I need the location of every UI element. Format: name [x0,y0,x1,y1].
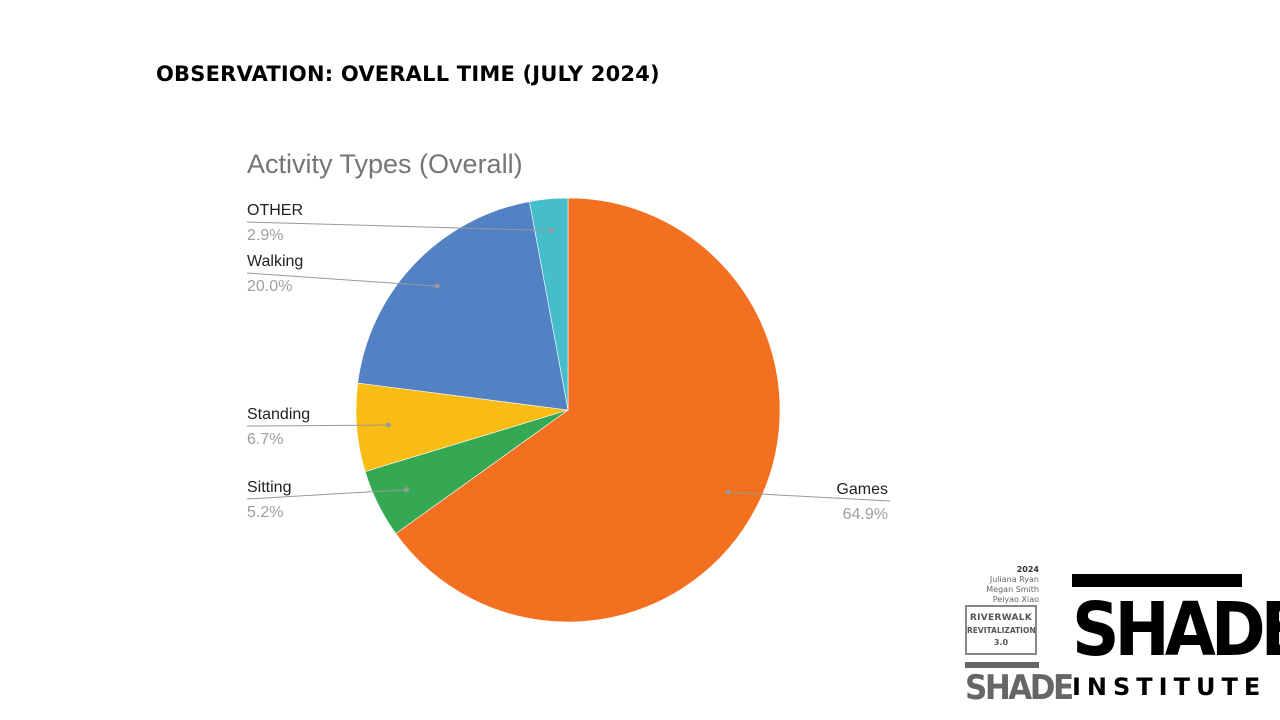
credit-name: Juliana Ryan [989,575,1039,584]
slice-percent-other: 2.9% [247,227,283,244]
credit-year: 2024 [1016,565,1039,574]
leader-dot-walking [434,283,440,289]
pie-slices [355,197,781,623]
big-logo-bar [1072,574,1242,587]
leader-line-walking [246,272,438,287]
leader-line-games [728,491,891,502]
slice-label-walking: Walking [247,253,303,270]
project-badge-line1: RIVERWALK [969,613,1033,623]
slice-percent-standing: 6.7% [247,431,283,448]
big-logo-word: SHADE [1072,586,1280,673]
pie-slice-games [395,197,781,623]
project-badge: RIVERWALK REVITALIZATION 3.0 [965,605,1037,655]
small-logo-bar [965,662,1039,668]
slice-label-other: OTHER [247,202,303,219]
leader-line-standing [246,424,389,427]
slice-percent-sitting: 5.2% [247,504,283,521]
slice-percent-games: 64.9% [843,506,888,523]
slice-percent-walking: 20.0% [247,278,292,295]
leader-dot-sitting [403,487,409,493]
pie-labels: Games 64.9% Sitting 5.2% Standing 6.7% Walking… [247,202,888,523]
chart-title: Activity Types (Overall) [247,149,523,179]
slide-title-lead: OBSERVATION: [156,62,334,86]
shade-small-logo: SHADE [965,662,1074,708]
pie-slice-other [529,197,569,411]
slide-title: OBSERVATION: OVERALL TIME (JULY 2024) [156,62,660,86]
project-badge-line2: REVITALIZATION [967,626,1036,635]
slide-title-rest: OVERALL TIME (JULY 2024) [340,62,660,86]
leader-dot-other [549,228,555,234]
project-badge-line3: 3.0 [993,638,1009,647]
slice-label-games: Games [836,481,888,498]
slice-label-standing: Standing [247,406,310,423]
leader-dot-games [725,489,731,495]
shade-institute-logo: SHADE INSTITUTE [1072,574,1280,701]
leader-line-sitting [246,489,407,500]
pie-slice-walking [357,201,569,411]
credit-names: Juliana Ryan Megan Smith Peiyao Xiao [986,575,1039,605]
pie-leader-lines [246,221,891,502]
slice-label-sitting: Sitting [247,479,291,496]
credit-name: Megan Smith [986,585,1039,594]
small-logo-word: SHADE [965,668,1074,708]
big-logo-sub: INSTITUTE [1072,673,1267,701]
leader-line-other [246,221,552,232]
credit-name: Peiyao Xiao [992,595,1039,604]
leader-dot-standing [385,422,391,428]
